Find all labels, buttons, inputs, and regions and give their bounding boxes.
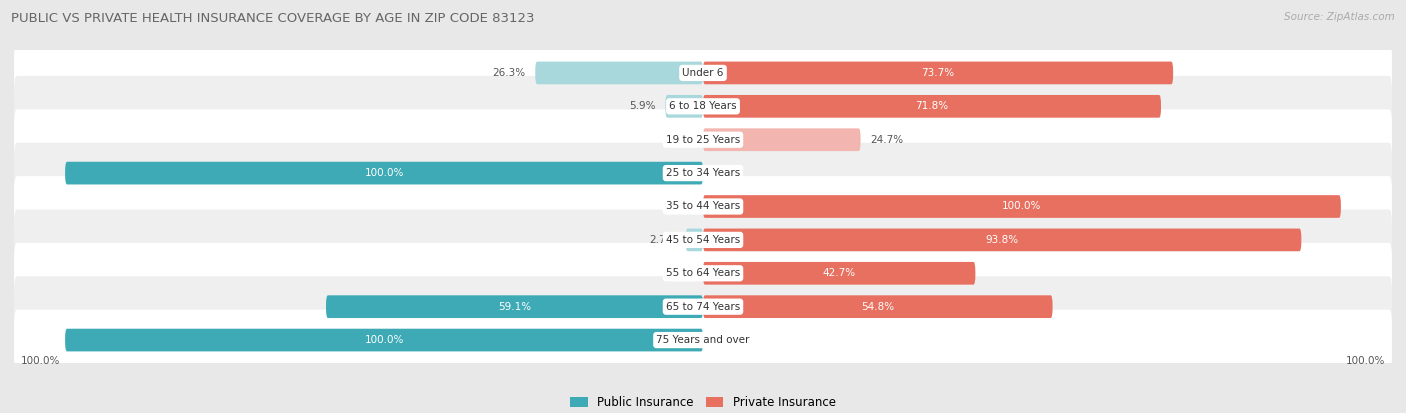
FancyBboxPatch shape (703, 262, 976, 285)
Text: 75 Years and over: 75 Years and over (657, 335, 749, 345)
FancyBboxPatch shape (703, 62, 1173, 84)
FancyBboxPatch shape (14, 176, 1392, 237)
Text: 6 to 18 Years: 6 to 18 Years (669, 101, 737, 112)
FancyBboxPatch shape (14, 243, 1392, 304)
Text: 42.7%: 42.7% (823, 268, 856, 278)
Text: 0.0%: 0.0% (668, 268, 693, 278)
Text: 26.3%: 26.3% (492, 68, 526, 78)
Text: 2.7%: 2.7% (650, 235, 676, 245)
Text: 93.8%: 93.8% (986, 235, 1019, 245)
Text: 35 to 44 Years: 35 to 44 Years (666, 202, 740, 211)
FancyBboxPatch shape (703, 295, 1053, 318)
FancyBboxPatch shape (14, 310, 1392, 370)
FancyBboxPatch shape (14, 109, 1392, 170)
Text: Source: ZipAtlas.com: Source: ZipAtlas.com (1284, 12, 1395, 22)
Text: PUBLIC VS PRIVATE HEALTH INSURANCE COVERAGE BY AGE IN ZIP CODE 83123: PUBLIC VS PRIVATE HEALTH INSURANCE COVER… (11, 12, 534, 25)
FancyBboxPatch shape (14, 43, 1392, 103)
FancyBboxPatch shape (703, 228, 1302, 251)
FancyBboxPatch shape (703, 95, 1161, 118)
FancyBboxPatch shape (65, 162, 703, 185)
FancyBboxPatch shape (14, 209, 1392, 270)
Text: 5.9%: 5.9% (630, 101, 655, 112)
FancyBboxPatch shape (703, 128, 860, 151)
FancyBboxPatch shape (703, 195, 1341, 218)
FancyBboxPatch shape (65, 329, 703, 351)
FancyBboxPatch shape (326, 295, 703, 318)
FancyBboxPatch shape (14, 76, 1392, 137)
FancyBboxPatch shape (14, 276, 1392, 337)
Text: 54.8%: 54.8% (862, 301, 894, 312)
Legend: Public Insurance, Private Insurance: Public Insurance, Private Insurance (565, 392, 841, 413)
Text: 100.0%: 100.0% (364, 335, 404, 345)
Text: 73.7%: 73.7% (921, 68, 955, 78)
Text: Under 6: Under 6 (682, 68, 724, 78)
Text: 24.7%: 24.7% (870, 135, 903, 145)
Text: 25 to 34 Years: 25 to 34 Years (666, 168, 740, 178)
Text: 0.0%: 0.0% (668, 135, 693, 145)
Text: 45 to 54 Years: 45 to 54 Years (666, 235, 740, 245)
Text: 19 to 25 Years: 19 to 25 Years (666, 135, 740, 145)
FancyBboxPatch shape (14, 143, 1392, 204)
Text: 65 to 74 Years: 65 to 74 Years (666, 301, 740, 312)
Text: 100.0%: 100.0% (1346, 356, 1385, 366)
Text: 71.8%: 71.8% (915, 101, 949, 112)
Text: 100.0%: 100.0% (1002, 202, 1042, 211)
FancyBboxPatch shape (665, 95, 703, 118)
Text: 55 to 64 Years: 55 to 64 Years (666, 268, 740, 278)
FancyBboxPatch shape (686, 228, 703, 251)
Text: 100.0%: 100.0% (364, 168, 404, 178)
Text: 100.0%: 100.0% (21, 356, 60, 366)
FancyBboxPatch shape (536, 62, 703, 84)
Text: 0.0%: 0.0% (713, 335, 738, 345)
Text: 0.0%: 0.0% (713, 168, 738, 178)
Text: 0.0%: 0.0% (668, 202, 693, 211)
Text: 59.1%: 59.1% (498, 301, 531, 312)
